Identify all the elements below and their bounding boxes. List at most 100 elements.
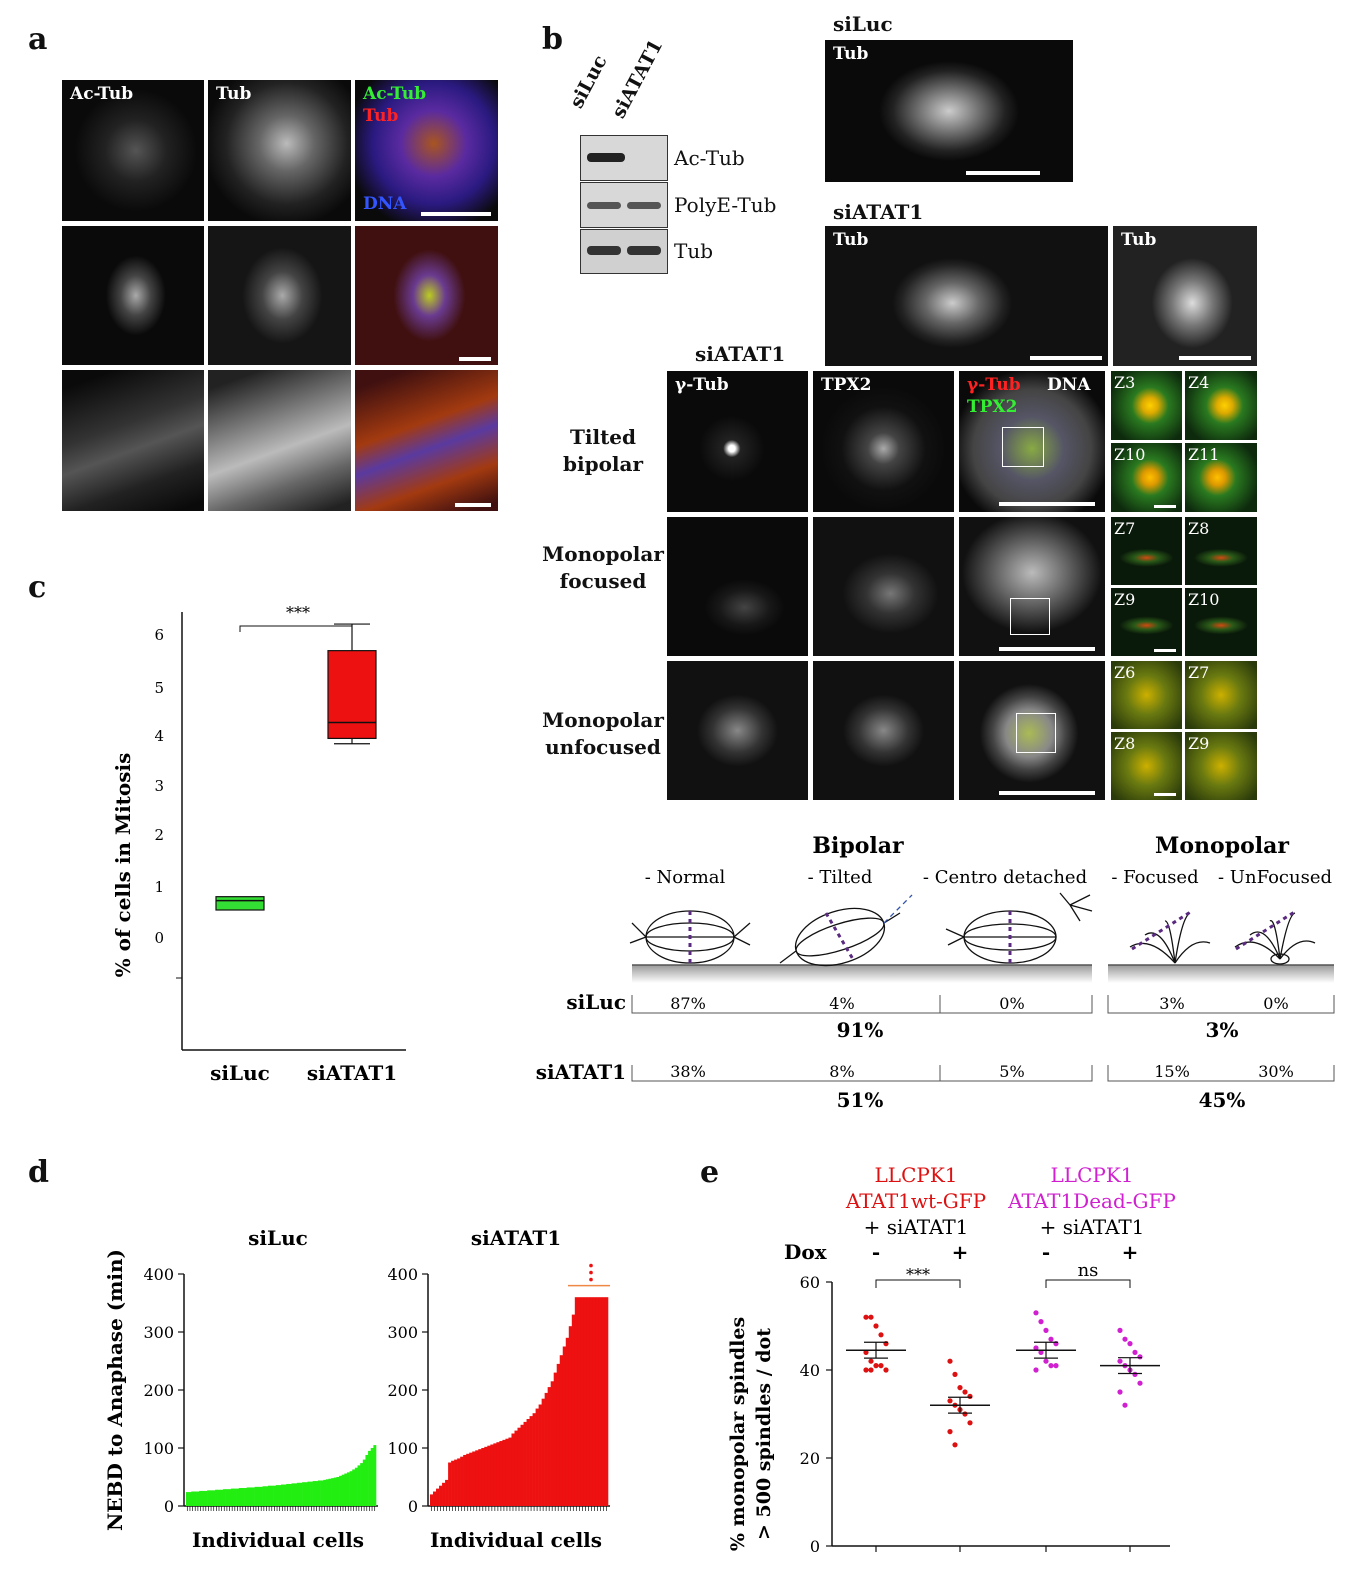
y-tick-label: 400 bbox=[387, 1265, 418, 1284]
y-tick-label: 6 bbox=[154, 626, 164, 644]
bar bbox=[215, 1489, 218, 1506]
bar bbox=[323, 1479, 327, 1506]
bar bbox=[262, 1486, 266, 1506]
y-tick-label: 200 bbox=[143, 1381, 174, 1400]
y-axis-label: % monopolar spindles > 500 spindles / dot bbox=[727, 1317, 775, 1551]
bar bbox=[529, 1416, 533, 1506]
bar bbox=[598, 1297, 603, 1506]
label-tpx2: TPX2 bbox=[821, 375, 872, 395]
bar bbox=[344, 1473, 348, 1506]
blot-row-label: Ac-Tub bbox=[674, 146, 745, 170]
bar bbox=[451, 1460, 455, 1506]
bar bbox=[526, 1419, 530, 1506]
scale-bar bbox=[999, 647, 1095, 651]
bar bbox=[257, 1486, 261, 1506]
total-cell: 3% bbox=[1206, 1018, 1239, 1042]
bar bbox=[209, 1490, 213, 1506]
data-point bbox=[952, 1371, 958, 1377]
bar bbox=[541, 1398, 545, 1506]
bar bbox=[188, 1492, 192, 1506]
bar bbox=[251, 1487, 255, 1506]
micrograph-ac-tub-prophase: Ac-Tub bbox=[62, 80, 204, 221]
z-tile: Z8 bbox=[1111, 732, 1182, 800]
data-point bbox=[863, 1314, 869, 1320]
data-point bbox=[1127, 1341, 1133, 1347]
data-point bbox=[947, 1429, 953, 1435]
percent-cell: 3% bbox=[1159, 994, 1184, 1013]
group-title: LLCPK1 bbox=[1051, 1163, 1134, 1187]
bar bbox=[370, 1448, 374, 1506]
row-label-tilted-bipolar: Tilted bipolar bbox=[563, 425, 643, 476]
micrograph-tub-anaphase bbox=[208, 370, 351, 511]
y-axis-label: NEBD to Anaphase (min) bbox=[103, 1249, 127, 1531]
y-tick-label: 0 bbox=[408, 1497, 418, 1516]
dox-value: - bbox=[1042, 1240, 1050, 1264]
bar bbox=[490, 1444, 494, 1506]
y-tick-label: 2 bbox=[154, 826, 164, 844]
data-point bbox=[1053, 1363, 1059, 1369]
data-point bbox=[957, 1385, 963, 1391]
bar bbox=[286, 1483, 290, 1506]
y-tick-label: 200 bbox=[387, 1381, 418, 1400]
bar bbox=[484, 1446, 488, 1506]
bar bbox=[207, 1490, 211, 1506]
bar bbox=[517, 1427, 521, 1506]
label-gamma-tub: γ-Tub bbox=[675, 375, 729, 395]
panel-label-e: e bbox=[700, 1155, 720, 1190]
z-label: Z3 bbox=[1114, 373, 1136, 392]
scale-bar bbox=[999, 502, 1095, 506]
micrograph-tpx2-focused bbox=[813, 517, 954, 656]
data-point bbox=[868, 1358, 874, 1364]
z-label: Z8 bbox=[1114, 734, 1136, 753]
bar bbox=[571, 1314, 576, 1506]
bar bbox=[463, 1454, 467, 1506]
z-tile: Z9 bbox=[1185, 732, 1257, 800]
bar bbox=[487, 1445, 491, 1506]
bar bbox=[457, 1458, 461, 1506]
bar bbox=[508, 1437, 512, 1506]
bar bbox=[532, 1413, 536, 1506]
micrograph-merge-unfocused bbox=[959, 661, 1105, 800]
bar bbox=[556, 1363, 561, 1506]
blot-strip-ac-tub bbox=[580, 135, 668, 181]
bar bbox=[445, 1479, 449, 1506]
label-merge-dna: DNA bbox=[1047, 375, 1091, 395]
percent-cell: 0% bbox=[999, 994, 1024, 1013]
bar bbox=[288, 1483, 292, 1506]
bar bbox=[354, 1467, 358, 1506]
chart-title-siatat1: siATAT1 bbox=[471, 1226, 561, 1250]
data-point bbox=[863, 1349, 869, 1355]
label-tub: Tub bbox=[833, 44, 869, 64]
dox-value: + bbox=[1122, 1240, 1139, 1264]
percent-cell: 8% bbox=[829, 1062, 854, 1081]
bar bbox=[244, 1488, 247, 1506]
y-tick-label: 4 bbox=[154, 727, 164, 745]
data-point bbox=[878, 1332, 884, 1338]
micrograph-ac-tub-anaphase bbox=[62, 370, 204, 511]
data-point bbox=[1033, 1345, 1039, 1351]
substrate-monopolar bbox=[1108, 965, 1334, 983]
blot-row-label: PolyE-Tub bbox=[674, 193, 777, 217]
box-siATAT1 bbox=[327, 650, 377, 740]
bar bbox=[294, 1483, 298, 1506]
total-cell: 45% bbox=[1199, 1088, 1246, 1112]
box-siLuc bbox=[215, 896, 265, 911]
z-tile: Z11 bbox=[1185, 443, 1257, 512]
bar bbox=[520, 1424, 524, 1506]
blot-lane-siatat1: siATAT1 bbox=[607, 35, 668, 123]
dox-value: + bbox=[952, 1240, 969, 1264]
group-title: ATAT1Dead-GFP bbox=[1007, 1189, 1176, 1213]
x-tick-label: siLuc bbox=[210, 1061, 270, 1085]
bar bbox=[249, 1487, 253, 1506]
bar bbox=[328, 1478, 332, 1506]
percent-cell: 5% bbox=[999, 1062, 1024, 1081]
z-tile: Z4 bbox=[1185, 371, 1257, 440]
scale-bar bbox=[1179, 356, 1251, 360]
z-tile: Z6 bbox=[1111, 661, 1182, 729]
z-label: Z9 bbox=[1114, 590, 1136, 609]
total-cell: 91% bbox=[837, 1018, 884, 1042]
data-point bbox=[1137, 1380, 1143, 1386]
bar bbox=[304, 1482, 308, 1506]
data-point bbox=[1048, 1363, 1054, 1369]
zoom-box bbox=[1002, 427, 1044, 467]
